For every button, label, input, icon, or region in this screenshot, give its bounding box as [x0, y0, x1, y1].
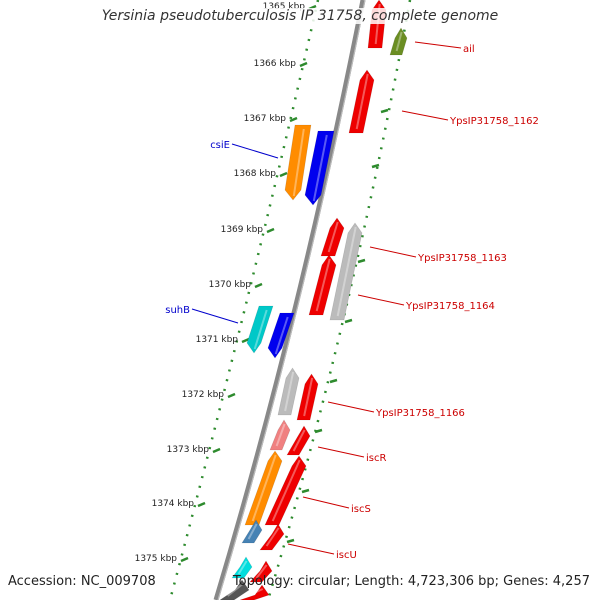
tick-label: 1366 kbp — [254, 59, 297, 69]
left-leader-line — [231, 143, 279, 159]
backbone-line — [213, 0, 366, 600]
minor-tick — [301, 488, 310, 494]
right-leader-line — [369, 246, 417, 258]
right-leader-line — [287, 543, 335, 555]
gene-shading — [247, 523, 258, 540]
backbone-highlight — [217, 0, 366, 600]
gene-arrow — [296, 373, 319, 421]
gene-arrow — [231, 556, 253, 579]
right-gene-label: iscU — [336, 550, 357, 561]
gene-shading — [253, 309, 268, 350]
gene-shading — [312, 134, 328, 202]
gene-shading — [284, 371, 295, 412]
tick-mark — [227, 392, 236, 399]
right-leader-line — [401, 110, 449, 121]
gene-arrow — [259, 523, 285, 551]
right-gene-label: YpsIP31758_1163 — [417, 253, 507, 264]
gene-arrow — [329, 222, 363, 321]
tick-label: 1368 kbp — [234, 169, 277, 179]
gene-arrow — [239, 584, 270, 600]
tick-label: 1371 kbp — [196, 335, 239, 345]
right-leader-line — [302, 496, 350, 509]
gene-shading — [227, 583, 244, 597]
gene-arrow — [286, 425, 311, 456]
gene-arrow — [304, 130, 335, 206]
tick-label: 1365 kbp — [263, 2, 306, 12]
tick-label: 1374 kbp — [152, 499, 195, 509]
gene-shading — [251, 454, 277, 522]
gene-arrow — [241, 519, 263, 544]
right-gene-label: YpsIP31758_1166 — [375, 408, 465, 419]
gene-shading — [237, 560, 248, 575]
tick-label: 1372 kbp — [182, 390, 225, 400]
minor-tick — [380, 108, 389, 114]
tick-label: 1373 kbp — [167, 445, 210, 455]
gene-shading — [355, 73, 369, 130]
gene-arrow — [249, 560, 273, 583]
minor-tick — [371, 163, 380, 169]
right-gene-label: YpsIP31758_1164 — [405, 301, 495, 312]
gene-shading — [274, 316, 289, 355]
right-leader-line — [327, 401, 375, 413]
right-leader-line — [357, 294, 405, 306]
right-leader-line — [317, 446, 365, 458]
tick-label: 1370 kbp — [209, 280, 252, 290]
gene-shading — [247, 588, 264, 597]
gene-arrow — [269, 419, 291, 451]
right-gene-label: iscS — [351, 504, 371, 515]
minor-tick — [314, 428, 323, 434]
tick-mark — [212, 447, 221, 454]
gene-arrow — [246, 305, 274, 354]
gene-arrow — [219, 579, 250, 600]
tick-mark — [241, 337, 250, 344]
left-gene-label: suhB — [165, 305, 190, 316]
gene-arrow — [264, 455, 307, 526]
tick-mark — [279, 171, 288, 178]
gene-shading — [271, 459, 301, 522]
gene-shading — [327, 221, 339, 253]
right-gene-label: ail — [463, 44, 475, 55]
gene-shading — [275, 423, 286, 447]
tick-mark — [197, 501, 206, 508]
tick-mark — [289, 116, 298, 123]
gene-arrow — [320, 217, 345, 257]
gene-arrow — [348, 69, 375, 134]
topology-text: Topology: circular; Length: 4,723,306 bp… — [232, 574, 590, 589]
gene-shading — [292, 429, 306, 452]
tick-label: 1369 kbp — [221, 225, 264, 235]
right-gene-label: iscR — [366, 453, 386, 464]
minor-tick — [344, 318, 353, 324]
gene-shading — [255, 564, 268, 579]
gene-arrow — [244, 450, 283, 526]
tick-label: 1367 kbp — [244, 114, 287, 124]
tick-mark — [299, 61, 308, 68]
tick-mark — [254, 282, 263, 289]
left-gene-label: csiE — [210, 140, 230, 151]
gene-arrow — [267, 312, 295, 359]
gene-shading — [395, 31, 403, 52]
minor-tick — [286, 538, 295, 544]
tick-mark — [180, 556, 189, 563]
minor-tick — [357, 258, 366, 264]
gene-shading — [315, 258, 331, 312]
accession-text: Accession: NC_009708 — [8, 574, 156, 589]
gene-shading — [336, 226, 357, 317]
right-leader-line — [414, 41, 462, 49]
right-dotted-ring — [266, 0, 412, 600]
gene-arrow — [277, 367, 300, 416]
gene-shading — [265, 527, 280, 547]
tick-mark — [266, 227, 275, 234]
minor-tick — [329, 378, 338, 384]
page-title: Yersinia pseudotuberculosis IP 31758, co… — [0, 8, 600, 24]
gene-arrow — [389, 27, 408, 56]
gene-arrow — [284, 124, 312, 201]
gene-arrow — [308, 254, 337, 316]
gene-shading — [292, 128, 305, 197]
gene-shading — [303, 377, 314, 417]
left-leader-line — [191, 308, 239, 324]
right-gene-label: YpsIP31758_1162 — [449, 116, 539, 127]
tick-label: 1375 kbp — [135, 554, 178, 564]
left-dotted-ring — [168, 0, 320, 600]
